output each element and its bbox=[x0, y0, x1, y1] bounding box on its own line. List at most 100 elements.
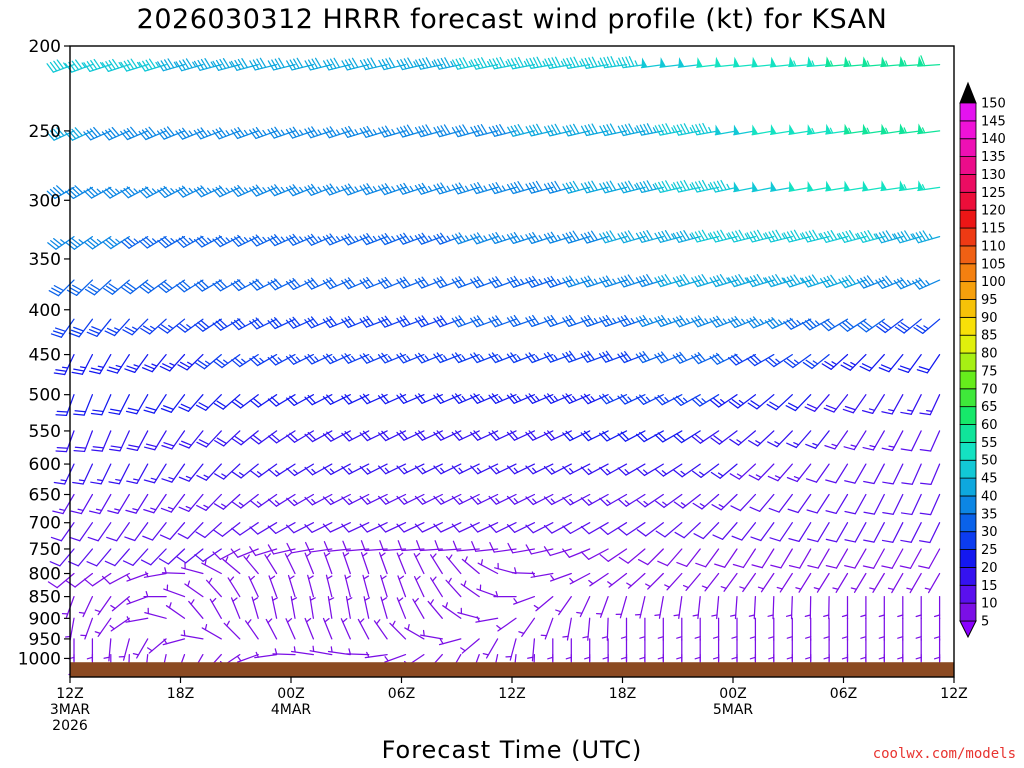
wind-barb bbox=[144, 607, 167, 619]
wind-barb bbox=[692, 595, 701, 620]
wind-barb bbox=[83, 186, 112, 199]
colorbar-legend: 5 10 15 20 25 30 35 40 45 50 55 60 65 70 75 80 85 90 95 100… bbox=[959, 81, 1006, 639]
credit-link[interactable]: coolwx.com/models bbox=[873, 746, 1016, 762]
wind-barb bbox=[304, 617, 315, 640]
wind-barb bbox=[304, 126, 333, 139]
y-tick-label: 200 bbox=[29, 37, 61, 57]
wind-barb bbox=[309, 645, 333, 656]
wind-barb bbox=[396, 315, 425, 328]
x-tick-label: 2026 bbox=[52, 718, 88, 734]
wind-barb bbox=[768, 638, 775, 662]
y-tick-label: 500 bbox=[29, 386, 61, 406]
wind-barb bbox=[165, 602, 186, 619]
wind-barb bbox=[562, 314, 591, 327]
colorbar-swatch bbox=[959, 102, 977, 122]
wind-barb bbox=[201, 559, 222, 575]
wind-barb bbox=[144, 430, 167, 451]
wind-barb bbox=[657, 638, 664, 662]
wind-barb bbox=[881, 548, 904, 569]
wind-barb bbox=[805, 463, 830, 483]
wind-barb bbox=[86, 318, 112, 337]
wind-barb bbox=[747, 394, 775, 410]
wind-barb bbox=[451, 315, 480, 328]
wind-barb bbox=[506, 463, 536, 475]
wind-barb bbox=[470, 276, 499, 289]
wind-barb bbox=[844, 463, 867, 484]
wind-barb bbox=[691, 179, 720, 193]
wind-barb bbox=[433, 182, 462, 195]
wind-barb bbox=[157, 279, 186, 294]
wind-barb bbox=[673, 493, 701, 509]
wind-barb bbox=[580, 230, 609, 244]
wind-barb bbox=[876, 318, 904, 334]
wind-barb bbox=[562, 230, 591, 244]
wind-barb bbox=[825, 123, 849, 135]
wind-barb bbox=[788, 181, 812, 192]
wind-barb bbox=[898, 123, 922, 135]
wind-barb bbox=[94, 595, 112, 616]
wind-barb bbox=[766, 394, 793, 411]
wind-barb bbox=[83, 235, 112, 250]
wind-barb bbox=[396, 57, 425, 71]
colorbar-swatch bbox=[959, 495, 977, 515]
wind-barb bbox=[377, 522, 407, 533]
wind-barb bbox=[562, 180, 591, 194]
wind-barb bbox=[290, 646, 315, 656]
wind-barb bbox=[580, 522, 609, 535]
wind-barb bbox=[806, 181, 830, 192]
wind-barb bbox=[617, 493, 646, 507]
wind-barb bbox=[414, 315, 443, 328]
wind-barb bbox=[525, 522, 554, 534]
colorbar-label: 45 bbox=[981, 472, 998, 487]
wind-barb bbox=[160, 493, 186, 513]
wind-barb bbox=[525, 180, 554, 194]
wind-barb bbox=[804, 394, 830, 412]
barbs-layer bbox=[46, 55, 941, 678]
wind-barb bbox=[249, 493, 278, 508]
wind-barb bbox=[863, 493, 885, 515]
wind-barb bbox=[913, 318, 941, 334]
wind-barb bbox=[48, 279, 75, 297]
wind-barb bbox=[195, 522, 222, 539]
wind-barb bbox=[212, 279, 241, 292]
wind-barb bbox=[672, 351, 701, 364]
wind-barb bbox=[691, 229, 720, 243]
wind-barb bbox=[749, 638, 757, 662]
wind-barb bbox=[618, 56, 646, 69]
colorbar-label: 110 bbox=[981, 239, 1006, 254]
wind-barb bbox=[880, 123, 904, 135]
wind-barb bbox=[433, 493, 462, 505]
colorbar-swatch bbox=[959, 281, 977, 300]
wind-barb bbox=[104, 318, 130, 337]
wind-barb bbox=[795, 572, 812, 593]
wind-barb bbox=[900, 522, 922, 543]
wind-barb bbox=[710, 394, 738, 408]
wind-barb bbox=[875, 230, 904, 244]
wind-barb bbox=[748, 463, 775, 481]
colorbar-label: 15 bbox=[981, 579, 998, 594]
wind-barb bbox=[451, 182, 480, 195]
wind-barb bbox=[249, 353, 278, 367]
wind-barb bbox=[823, 394, 849, 413]
wind-barb bbox=[580, 548, 609, 560]
wind-barb bbox=[194, 279, 222, 292]
wind-barb bbox=[543, 231, 572, 244]
wind-barb bbox=[341, 463, 370, 475]
colorbar-label: 105 bbox=[981, 257, 1006, 272]
colorbar-label: 30 bbox=[981, 525, 998, 540]
wind-barb bbox=[304, 493, 333, 506]
wind-barb bbox=[287, 574, 296, 598]
wind-barb bbox=[897, 638, 904, 662]
wind-barb bbox=[359, 493, 388, 505]
wind-barb bbox=[746, 274, 775, 288]
wind-barb bbox=[377, 315, 407, 328]
wind-barb bbox=[530, 571, 554, 578]
wind-barb bbox=[285, 522, 315, 534]
wind-barb bbox=[230, 126, 259, 140]
wind-barb bbox=[489, 541, 517, 553]
wind-barb bbox=[143, 463, 167, 484]
colorbar-swatch bbox=[959, 424, 977, 443]
colorbar-swatch bbox=[959, 191, 977, 211]
wind-barb bbox=[94, 617, 112, 637]
wind-barb bbox=[825, 493, 849, 514]
